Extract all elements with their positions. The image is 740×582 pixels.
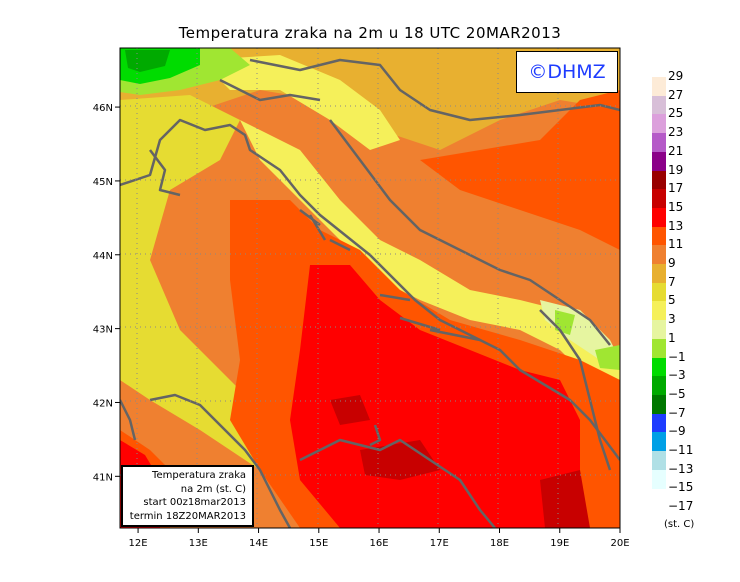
colorbar-swatch — [652, 245, 666, 265]
lon-axis: 12E 13E 14E 15E 16E 17E 18E 19E 20E — [129, 528, 630, 549]
lon-tick-label: 17E — [430, 538, 449, 549]
colorbar-label: −1 — [668, 349, 686, 364]
lat-axis: 46N 45N 44N 43N 42N 41N — [93, 103, 120, 483]
lon-tick-label: 19E — [550, 538, 569, 549]
colorbar-label: 5 — [668, 293, 676, 308]
info-box: Temperatura zraka na 2m (st. C) start 00… — [121, 465, 254, 527]
colorbar-label: −13 — [668, 461, 694, 476]
colorbar-label: 7 — [668, 274, 676, 289]
colorbar-swatch — [652, 77, 666, 97]
colorbar-swatch — [652, 170, 666, 190]
colorbar-swatch — [652, 95, 666, 115]
colorbar-swatch — [652, 320, 666, 340]
colorbar-swatch — [652, 226, 666, 246]
colorbar-swatch — [652, 357, 666, 377]
field-green-nw-3 — [125, 50, 170, 72]
colorbar-label: −15 — [668, 480, 694, 495]
colorbar-label: −7 — [668, 405, 686, 420]
field-cool-north — [200, 55, 400, 150]
colorbar-label: 13 — [668, 218, 684, 233]
colorbar-swatch — [652, 133, 666, 153]
coastlines — [120, 58, 620, 528]
colorbar-label: 1 — [668, 330, 676, 345]
colorbar-label: 9 — [668, 256, 676, 270]
colorbar-label: 23 — [668, 125, 684, 140]
colorbar-swatch — [652, 282, 666, 302]
colorbar-swatch — [652, 469, 666, 489]
colorbar-label: 11 — [668, 237, 684, 252]
colorbar-label: −17 — [668, 499, 694, 514]
colorbar-label: −5 — [668, 386, 686, 401]
field-cool-west — [120, 95, 300, 470]
colorbar-label: 29 — [668, 69, 684, 83]
colorbar-label: 3 — [668, 312, 676, 327]
lat-tick-label: 45N — [93, 177, 113, 188]
lon-tick-label: 14E — [249, 538, 268, 549]
lat-tick-label: 42N — [93, 398, 113, 409]
colorbar-label: 19 — [668, 162, 684, 177]
colorbar-label: 17 — [668, 181, 684, 196]
colorbar-label: −9 — [668, 424, 686, 439]
colorbar-swatch — [652, 301, 666, 321]
lat-tick-label: 43N — [93, 325, 113, 336]
lon-tick-label: 16E — [370, 538, 389, 549]
colorbar-swatch — [652, 207, 666, 228]
colorbar-swatch — [652, 432, 666, 452]
colorbar-label: 15 — [668, 199, 684, 214]
field-orange-ne — [420, 90, 620, 250]
colorbar-swatch — [652, 189, 666, 209]
map-frame — [119, 47, 621, 529]
info-line: termin 18Z20MAR2013 — [129, 510, 246, 522]
info-line: Temperatura zraka — [152, 470, 246, 481]
field-darkred-2 — [540, 470, 590, 528]
lon-tick-label: 13E — [189, 538, 208, 549]
colorbar-swatch — [652, 413, 666, 433]
lon-tick-label: 18E — [490, 538, 509, 549]
colorbar-swatch — [652, 264, 666, 284]
lat-tick-label: 46N — [93, 103, 113, 114]
colorbar-label: 21 — [668, 143, 684, 158]
colorbar-label: 25 — [668, 106, 684, 121]
lon-tick-label: 12E — [129, 538, 148, 549]
colorbar-swatch — [652, 394, 666, 415]
lat-tick-label: 41N — [93, 472, 113, 483]
colorbar-swatch — [652, 114, 666, 134]
colorbar-label: −11 — [668, 443, 694, 457]
lon-tick-label: 15E — [309, 538, 328, 549]
lon-tick-label: 20E — [610, 538, 629, 549]
colorbar-label: 27 — [668, 87, 684, 102]
info-line: start 00z18mar2013 — [143, 497, 246, 508]
gridlines — [120, 48, 620, 528]
colorbar-units: (st. C) — [664, 519, 695, 530]
colorbar-label: −3 — [668, 368, 686, 383]
colorbar-swatch — [652, 338, 666, 358]
field-green-east — [555, 310, 620, 370]
field-cool-coast — [240, 120, 620, 390]
colorbar-swatch — [652, 376, 666, 396]
info-line: na 2m (st. C) — [180, 483, 246, 495]
colorbar-swatch — [652, 451, 666, 471]
dhmz-logo: ©DHMZ — [516, 51, 618, 93]
map-title: Temperatura zraka na 2m u 18 UTC 20MAR20… — [178, 24, 562, 42]
colorbar-swatch — [652, 151, 666, 171]
lat-tick-label: 44N — [93, 251, 113, 262]
field-darkred-3 — [330, 395, 370, 425]
